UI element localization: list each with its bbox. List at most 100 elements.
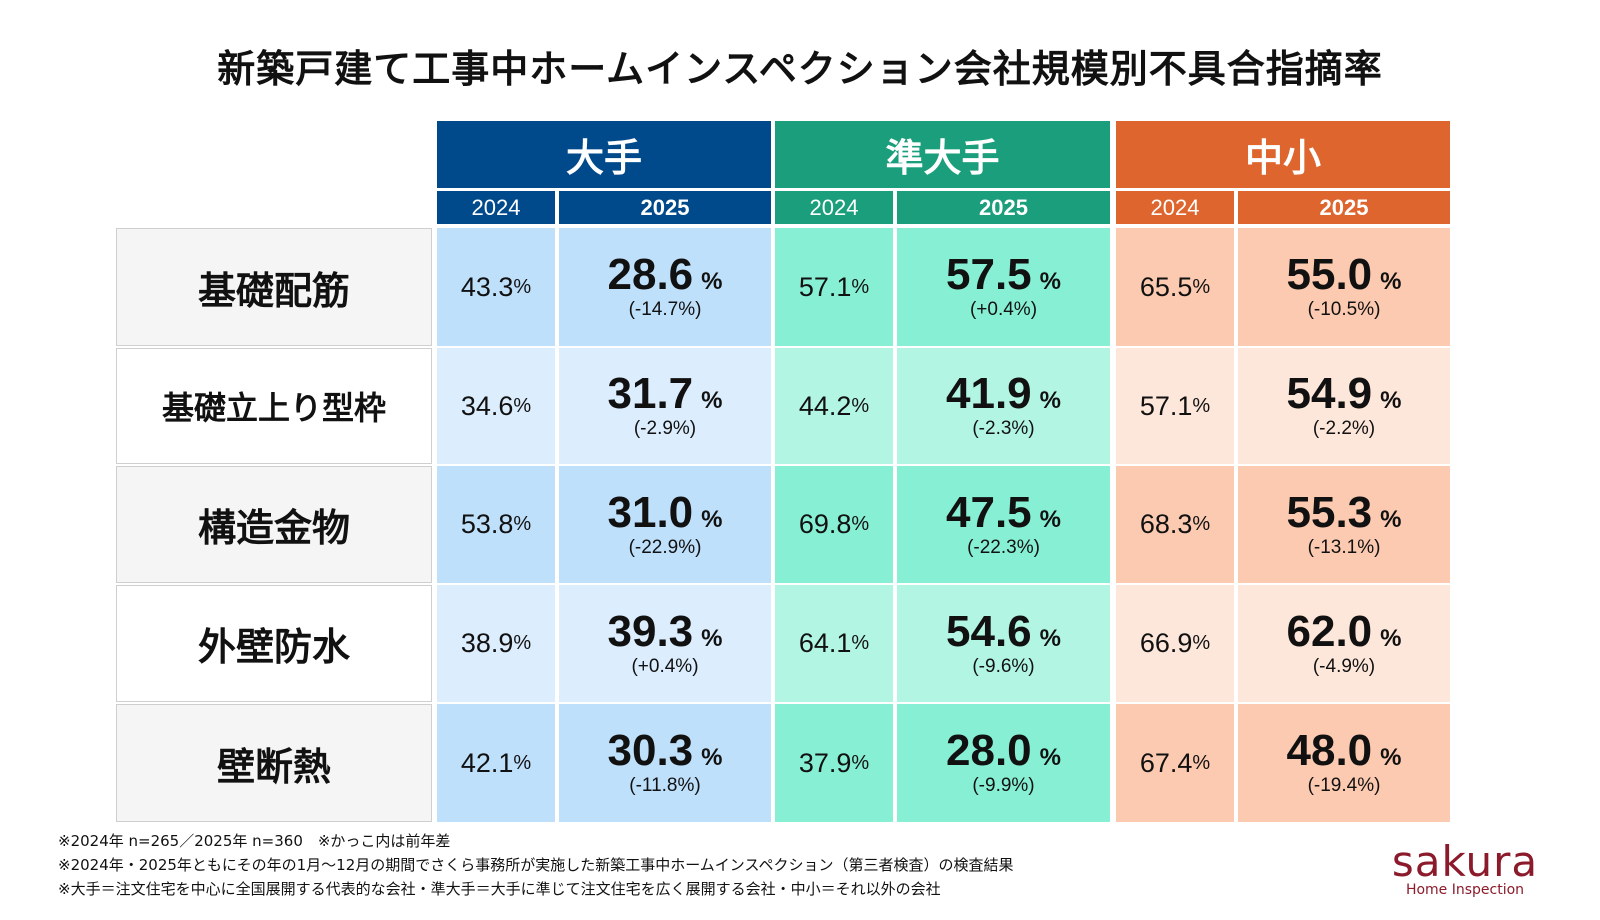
value-2025: 28.6 (607, 250, 694, 299)
row-label: 基礎立上り型枠 (116, 348, 432, 464)
value-2025-cell: 47.5% (-22.3%) (897, 466, 1110, 583)
year-over-year-diff: (-22.3%) (967, 536, 1040, 558)
unit: % (1192, 394, 1211, 417)
year-label: 2024 (809, 194, 859, 220)
group-header-label: 準大手 (885, 136, 1000, 180)
unit: % (513, 394, 532, 417)
year-over-year-diff: (-2.3%) (972, 418, 1035, 439)
value-2025-line: 31.0% (608, 489, 723, 536)
unit: % (701, 744, 723, 771)
value-2024-cell: 68.3% (1116, 466, 1234, 583)
value-2025-line: 39.3% (607, 606, 723, 656)
value-2025-line: 55.3% (1286, 487, 1402, 537)
unit: % (1039, 387, 1061, 414)
unit: % (851, 632, 870, 654)
value-2024-cell: 42.1% (437, 704, 555, 822)
year-label: 2024 (471, 194, 521, 220)
value-2025-line: 57.5% (946, 252, 1061, 298)
value-2025-line: 54.9% (1287, 371, 1402, 417)
value-2024-cell: 43.3% (437, 228, 555, 346)
unit: % (701, 268, 723, 295)
logo-wordmark: sakura (1391, 837, 1539, 886)
unit: % (513, 632, 532, 654)
value-2024: 43.3 (460, 271, 514, 302)
year-over-year-diff: (-9.9%) (972, 775, 1035, 796)
unit: % (1380, 505, 1402, 533)
year-over-year-diff: (-14.7%) (628, 299, 702, 320)
value-2025: 55.3 (1286, 487, 1373, 537)
value-2025-line: 62.0% (1287, 608, 1402, 655)
value-2024: 42.1 (460, 747, 514, 778)
row-label-text: 基礎配筋 (197, 268, 350, 313)
value-2024: 57.1 (798, 271, 852, 302)
value-2025-cell: 55.0% (-10.5%) (1238, 228, 1450, 346)
value-2025-cell: 28.6% (-14.7%) (559, 228, 771, 346)
unit: % (513, 751, 532, 774)
footnote: ※2024年 n=265／2025年 n=360 ※かっこ内は前年差 (58, 832, 451, 850)
year-header: 2024 (1116, 191, 1234, 224)
unit: % (1192, 632, 1211, 654)
value-2025-line: 47.5% (946, 487, 1061, 537)
value-2024: 53.8 (460, 509, 514, 539)
value-2024-cell: 66.9% (1116, 585, 1234, 702)
value-2025-cell: 31.7% (-2.9%) (559, 348, 771, 464)
unit: % (513, 275, 532, 298)
unit: % (1380, 744, 1402, 771)
chart-title: 新築戸建て工事中ホームインスペクション会社規模別不具合指摘率 (217, 47, 1383, 91)
year-over-year-diff: (-19.4%) (1307, 775, 1381, 796)
year-over-year-diff: (-13.1%) (1307, 536, 1381, 558)
value-2025-cell: 54.9% (-2.2%) (1238, 348, 1450, 464)
value-2025-cell: 31.0% (-22.9%) (559, 466, 771, 583)
value-2024-cell: 67.4% (1116, 704, 1234, 822)
unit: % (1192, 513, 1211, 535)
value-2024: 57.1 (1139, 390, 1193, 421)
row-label: 壁断熱 (116, 704, 432, 822)
group-header-label: 中小 (1244, 136, 1321, 180)
value-2024: 38.9 (460, 628, 514, 658)
value-2025-cell: 41.9% (-2.3%) (897, 348, 1110, 464)
year-over-year-diff: (-10.5%) (1307, 299, 1381, 320)
value-2025: 48.0 (1286, 726, 1373, 775)
logo-subtitle: Home Inspection (1405, 882, 1525, 898)
group-header-label: 大手 (565, 136, 642, 180)
year-over-year-diff: (-9.6%) (972, 655, 1035, 677)
year-header: 2025 (897, 191, 1110, 224)
value-2024-cell: 34.6% (437, 348, 555, 464)
unit: % (701, 505, 723, 533)
unit: % (1039, 268, 1061, 295)
year-over-year-diff: (-11.8%) (629, 775, 701, 796)
year-over-year-diff: (-22.9%) (628, 536, 702, 558)
value-2024-cell: 37.9% (775, 704, 893, 822)
unit: % (1039, 505, 1061, 533)
value-2024: 64.1 (798, 628, 852, 658)
value-2025-cell: 57.5% (+0.4%) (897, 228, 1110, 346)
value-2025: 57.5 (946, 250, 1032, 299)
value-2025: 28.0 (946, 726, 1032, 775)
year-over-year-diff: (-4.9%) (1312, 655, 1376, 677)
row-label: 構造金物 (116, 466, 432, 583)
value-2024-cell: 65.5% (1116, 228, 1234, 346)
unit: % (701, 624, 723, 652)
value-2024: 69.8 (798, 509, 852, 539)
value-2025-line: 28.6% (608, 252, 723, 298)
unit: % (701, 387, 723, 414)
footnote: ※2024年・2025年ともにその年の1月～12月の期間でさくら事務所が実施した… (58, 856, 1014, 874)
year-label: 2025 (1319, 194, 1369, 220)
value-2024-cell: 53.8% (437, 466, 555, 583)
row-label: 基礎配筋 (116, 228, 432, 346)
year-header: 2025 (1238, 191, 1450, 224)
row-label-text: 構造金物 (197, 506, 350, 550)
value-2025: 47.5 (946, 487, 1032, 537)
sakura-logo: sakura Home Inspection (1375, 837, 1555, 899)
value-2025: 39.3 (607, 606, 694, 656)
year-header: 2024 (437, 191, 555, 224)
value-2025-line: 54.6% (946, 608, 1061, 655)
unit: % (1039, 744, 1061, 771)
value-2025-cell: 54.6% (-9.6%) (897, 585, 1110, 702)
footnote: ※大手＝注文住宅を中心に全国展開する代表的な会社・準大手＝大手に準じて注文住宅を… (58, 880, 941, 898)
value-2024: 34.6 (460, 390, 514, 421)
unit: % (851, 275, 870, 298)
value-2024-cell: 38.9% (437, 585, 555, 702)
value-2025-cell: 48.0% (-19.4%) (1238, 704, 1450, 822)
row-label-text: 壁断熱 (216, 744, 331, 789)
